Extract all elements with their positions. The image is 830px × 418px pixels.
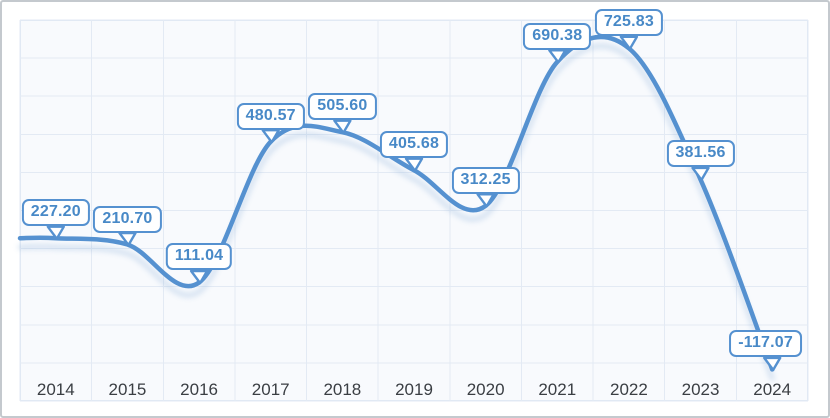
bubble-tail — [691, 166, 710, 182]
bubble-tail — [476, 193, 495, 208]
value-bubble: 725.83 — [594, 9, 663, 37]
value-bubble: 505.60 — [308, 93, 377, 121]
value-bubble: 381.56 — [666, 140, 735, 168]
value-bubble: 210.70 — [93, 205, 162, 233]
x-axis-label: 2014 — [36, 380, 75, 399]
value-bubble: 227.20 — [21, 199, 90, 227]
x-axis-label: 2020 — [466, 380, 505, 399]
x-axis-label: 2022 — [609, 380, 648, 399]
x-axis-label: 2019 — [395, 380, 433, 399]
bubble-tail — [619, 35, 639, 50]
value-bubble: 111.04 — [165, 243, 233, 271]
x-axis-label: 2017 — [251, 380, 290, 399]
x-axis-label: 2023 — [681, 380, 720, 399]
line-shadow — [17, 43, 775, 381]
bubble-tail — [404, 157, 424, 172]
value-bubble: 405.68 — [379, 131, 449, 159]
value-bubble: -117.07 — [729, 330, 802, 358]
x-axis-label: 2018 — [323, 380, 362, 399]
value-bubble: 312.25 — [451, 166, 520, 194]
bubble-tail — [189, 269, 209, 285]
value-bubble: 480.57 — [236, 102, 305, 130]
x-axis-label: 2021 — [538, 380, 577, 399]
bubble-tail — [763, 356, 782, 372]
x-axis-label: 2024 — [753, 380, 792, 399]
bubble-tail — [46, 225, 65, 240]
bubble-tail — [118, 231, 137, 247]
x-axis-label: 2015 — [108, 380, 147, 399]
x-axis-label: 2016 — [180, 380, 218, 399]
bubble-tail — [333, 119, 352, 134]
bubble-tail — [548, 49, 567, 64]
value-bubble: 690.38 — [523, 22, 592, 50]
data-line — [17, 34, 775, 372]
bubble-tail — [261, 128, 280, 144]
